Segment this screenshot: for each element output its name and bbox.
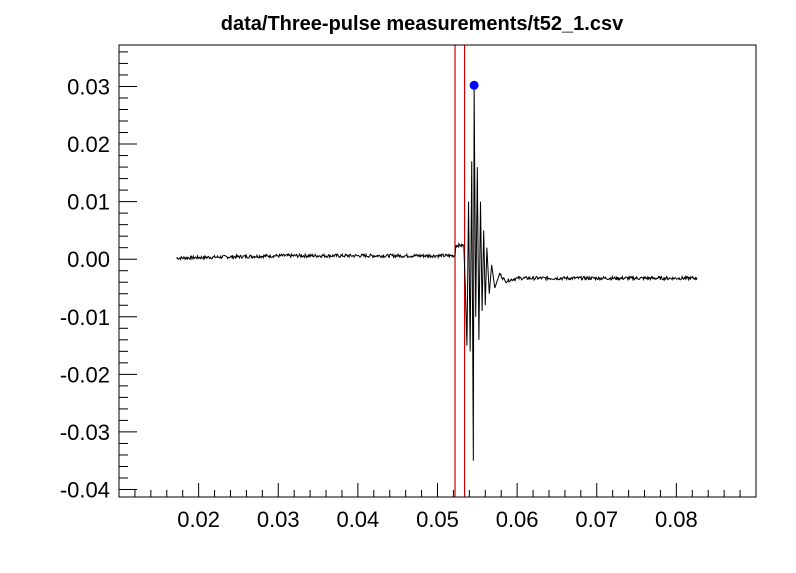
highlight-point [469,80,479,90]
y-tick-label-2: 0.01 [67,190,110,215]
x-tick-label-5: 0.07 [575,507,618,532]
y-tick-label-3: 0.00 [67,247,110,272]
y-tick-label-5: -0.02 [60,362,110,387]
y-tick-label-6: -0.03 [60,420,110,445]
x-tick-label-4: 0.06 [496,507,539,532]
y-tick-label-4: -0.01 [60,305,110,330]
chart-title: data/Three-pulse measurements/t52_1.csv [221,13,624,35]
x-tick-label-0: 0.02 [177,507,220,532]
y-tick-label-0: 0.03 [67,74,110,99]
x-tick-label-3: 0.05 [416,507,459,532]
axes: 0.02 0.03 0.04 0.05 0.06 0.07 0.08 0.03 0.02 0.01… [60,51,757,532]
x-tick-label-2: 0.04 [336,507,379,532]
plot-area [176,45,698,497]
plot-frame [118,44,757,498]
x-tick-label-6: 0.08 [655,507,698,532]
x-tick-label-1: 0.03 [257,507,300,532]
series-line-0 [176,85,698,461]
y-tick-label-1: 0.02 [67,132,110,157]
y-tick-label-7: -0.04 [60,478,110,503]
